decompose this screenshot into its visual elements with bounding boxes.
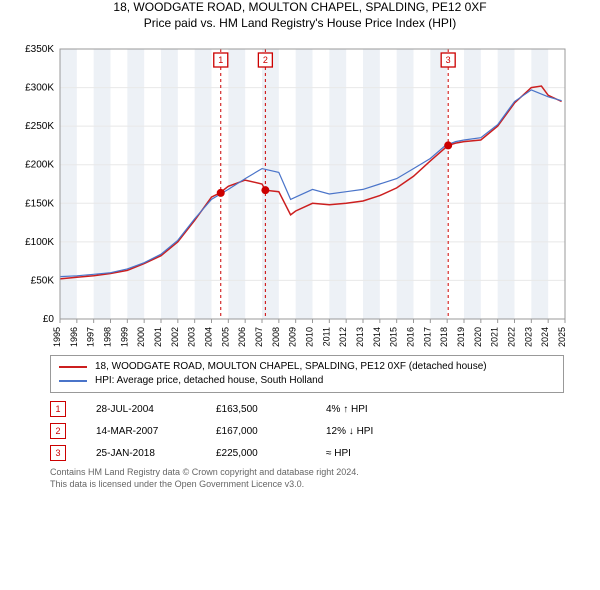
event-date: 14-MAR-2007: [96, 426, 186, 437]
svg-text:1998: 1998: [103, 327, 113, 347]
event-badge: 3: [50, 445, 66, 461]
svg-text:£250K: £250K: [25, 121, 54, 132]
chart-container: 18, WOODGATE ROAD, MOULTON CHAPEL, SPALD…: [0, 0, 600, 590]
svg-text:2022: 2022: [507, 327, 517, 347]
events-table: 1 28-JUL-2004 £163,500 4% ↑ HPI 2 14-MAR-2007…: [50, 401, 564, 461]
title-line-1: 18, WOODGATE ROAD, MOULTON CHAPEL, SPALD…: [0, 0, 600, 16]
svg-text:2002: 2002: [170, 327, 180, 347]
svg-text:2006: 2006: [237, 327, 247, 347]
svg-text:2005: 2005: [220, 327, 230, 347]
svg-text:2023: 2023: [523, 327, 533, 347]
svg-text:2019: 2019: [456, 327, 466, 347]
svg-text:2004: 2004: [204, 327, 214, 347]
svg-text:£100K: £100K: [25, 237, 54, 248]
event-row: 3 25-JAN-2018 £225,000 ≈ HPI: [50, 445, 564, 461]
event-date: 28-JUL-2004: [96, 404, 186, 415]
svg-text:1999: 1999: [119, 327, 129, 347]
svg-text:1: 1: [218, 55, 223, 65]
legend-label: HPI: Average price, detached house, Sout…: [95, 374, 323, 388]
legend-row: HPI: Average price, detached house, Sout…: [59, 374, 555, 388]
svg-text:2011: 2011: [321, 327, 331, 346]
svg-text:£200K: £200K: [25, 160, 54, 171]
svg-text:2003: 2003: [187, 327, 197, 347]
event-price: £163,500: [216, 404, 296, 415]
legend-swatch: [59, 366, 87, 368]
svg-text:2009: 2009: [288, 327, 298, 347]
event-diff: 12% ↓ HPI: [326, 426, 426, 437]
svg-text:£300K: £300K: [25, 83, 54, 94]
svg-text:£0: £0: [43, 314, 55, 325]
event-price: £225,000: [216, 448, 296, 459]
svg-text:2018: 2018: [439, 327, 449, 347]
svg-text:2008: 2008: [271, 327, 281, 347]
price-chart: £0 £50K £100K £150K £200K £250K £300K £350K 1995…: [10, 39, 590, 349]
svg-text:2001: 2001: [153, 327, 163, 347]
svg-text:2014: 2014: [372, 327, 382, 347]
svg-text:2015: 2015: [389, 327, 399, 347]
event-row: 2 14-MAR-2007 £167,000 12% ↓ HPI: [50, 423, 564, 439]
legend-row: 18, WOODGATE ROAD, MOULTON CHAPEL, SPALD…: [59, 360, 555, 374]
svg-text:2024: 2024: [540, 327, 550, 347]
legend-label: 18, WOODGATE ROAD, MOULTON CHAPEL, SPALD…: [95, 360, 487, 374]
footer-line-2: This data is licensed under the Open Gov…: [50, 479, 564, 491]
event-badge: 2: [50, 423, 66, 439]
svg-text:£150K: £150K: [25, 198, 54, 209]
svg-text:1996: 1996: [69, 327, 79, 347]
svg-text:1995: 1995: [52, 327, 62, 347]
footer: Contains HM Land Registry data © Crown c…: [50, 467, 564, 490]
event-diff: 4% ↑ HPI: [326, 404, 426, 415]
legend: 18, WOODGATE ROAD, MOULTON CHAPEL, SPALD…: [50, 355, 564, 393]
svg-text:2000: 2000: [136, 327, 146, 347]
svg-text:2013: 2013: [355, 327, 365, 347]
svg-text:1997: 1997: [86, 327, 96, 347]
title-line-2: Price paid vs. HM Land Registry's House …: [0, 16, 600, 32]
footer-line-1: Contains HM Land Registry data © Crown c…: [50, 467, 564, 479]
chart-area: £0 £50K £100K £150K £200K £250K £300K £350K 1995…: [10, 39, 590, 349]
event-badge: 1: [50, 401, 66, 417]
event-date: 25-JAN-2018: [96, 448, 186, 459]
svg-text:2010: 2010: [305, 327, 315, 347]
event-row: 1 28-JUL-2004 £163,500 4% ↑ HPI: [50, 401, 564, 417]
event-diff: ≈ HPI: [326, 448, 426, 459]
svg-text:2007: 2007: [254, 327, 264, 347]
event-price: £167,000: [216, 426, 296, 437]
svg-text:2: 2: [263, 55, 268, 65]
legend-swatch: [59, 380, 87, 382]
svg-text:£350K: £350K: [25, 44, 54, 55]
svg-text:2025: 2025: [557, 327, 567, 347]
svg-text:2017: 2017: [422, 327, 432, 347]
svg-text:2012: 2012: [338, 327, 348, 347]
svg-text:3: 3: [446, 55, 451, 65]
svg-text:2016: 2016: [406, 327, 416, 347]
svg-text:£50K: £50K: [31, 276, 55, 287]
svg-text:2021: 2021: [490, 327, 500, 347]
svg-text:2020: 2020: [473, 327, 483, 347]
